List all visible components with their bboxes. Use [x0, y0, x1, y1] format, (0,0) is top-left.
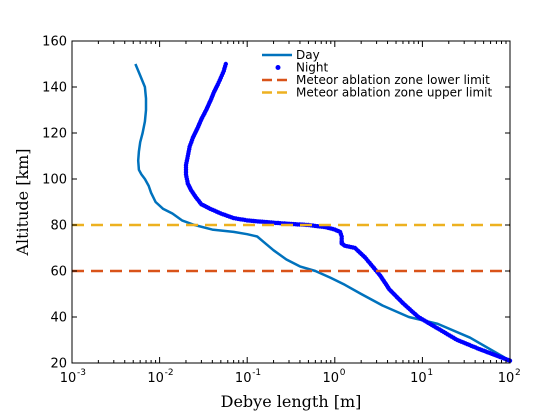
x-tick-exponent: 1 — [427, 368, 433, 378]
series-layer — [72, 61, 513, 363]
x-axis: 10 -3 10 -2 10 -1 10 0 10 1 10 2 — [60, 41, 521, 386]
y-axis: 20 40 60 80 100 120 140 160 — [42, 35, 510, 372]
legend-label: Meteor ablation zone upper limit — [296, 86, 492, 100]
y-tick-label: 100 — [42, 173, 67, 188]
x-axis-title: Debye length [m] — [221, 392, 362, 411]
x-tick-exponent: -3 — [77, 368, 86, 378]
day-series-line — [134, 63, 511, 362]
x-tick-exponent: 2 — [515, 368, 521, 378]
y-tick-label: 120 — [42, 127, 67, 142]
x-tick-exponent: -1 — [252, 368, 261, 378]
plot-frame — [71, 40, 511, 364]
y-tick-label: 40 — [50, 311, 67, 326]
legend-label: Night — [296, 61, 329, 75]
legend-label: Day — [296, 48, 320, 62]
y-tick-label: 140 — [42, 81, 67, 96]
legend-box — [258, 47, 494, 109]
x-tick-label: 10 — [60, 371, 77, 386]
x-tick-label: 10 — [147, 371, 164, 386]
x-tick-label: 10 — [410, 371, 427, 386]
y-axis-title: Altitude [km] — [13, 148, 32, 256]
x-tick-label: 10 — [323, 371, 340, 386]
x-tick-exponent: 0 — [340, 368, 346, 378]
y-tick-label: 60 — [50, 265, 67, 280]
legend-marker — [275, 65, 281, 70]
y-tick-label: 160 — [42, 35, 67, 50]
legend-label: Meteor ablation zone lower limit — [296, 73, 490, 87]
y-tick-label: 20 — [50, 357, 67, 372]
x-tick-exponent: -2 — [165, 368, 174, 378]
y-tick-label: 80 — [50, 219, 67, 234]
x-tick-label: 10 — [235, 371, 252, 386]
x-tick-label: 10 — [498, 371, 515, 386]
